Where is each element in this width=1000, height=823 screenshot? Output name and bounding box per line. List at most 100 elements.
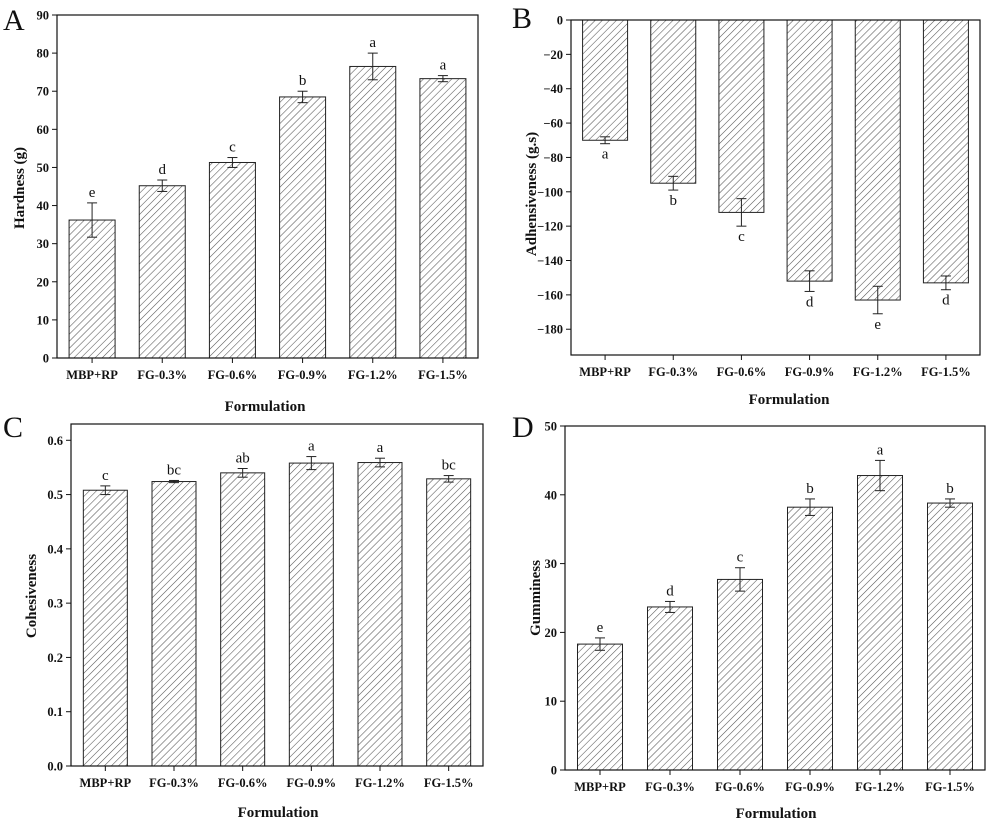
category-label: FG-0.6%: [208, 368, 258, 382]
category-label: FG-0.3%: [648, 365, 698, 379]
significance-label: d: [666, 583, 674, 599]
category-label: FG-1.2%: [348, 368, 398, 382]
category-label: FG-1.2%: [355, 776, 405, 790]
y-tick-label: 0.5: [47, 488, 63, 502]
y-tick-label: 30: [37, 237, 50, 251]
significance-label: d: [806, 294, 814, 310]
category-label: FG-0.9%: [287, 776, 337, 790]
x-axis-title: Formulation: [749, 392, 830, 408]
category-label: FG-1.2%: [853, 365, 903, 379]
category-label: FG-0.3%: [149, 776, 199, 790]
significance-label: a: [369, 35, 376, 51]
y-tick-label: −180: [537, 323, 563, 337]
y-tick-label: 0.3: [47, 597, 63, 611]
y-axis-title: Adhensiveness (g.s): [524, 132, 540, 256]
y-tick-label: 0.0: [47, 760, 63, 774]
bar: [718, 19, 765, 213]
significance-label: d: [942, 293, 950, 309]
plot-area: 0.0 0.1 0.2 0.3 0.4 0.5 0.6 c MBP+RP bc FG-0.3% ab F…: [47, 423, 484, 790]
axes-frame: [564, 425, 986, 771]
axes-frame: [56, 14, 479, 359]
y-axis-title: Gumminess: [528, 560, 544, 636]
category-label: FG-0.9%: [785, 365, 835, 379]
bar: [787, 506, 833, 771]
significance-label: ab: [236, 451, 250, 467]
panel-letter: C: [3, 411, 23, 444]
bar: [927, 502, 973, 771]
bar: [357, 462, 403, 767]
y-tick-label: 0.6: [47, 434, 63, 448]
y-tick-label: 40: [545, 488, 558, 502]
bar: [582, 19, 629, 141]
category-label: FG-0.6%: [717, 365, 767, 379]
category-label: FG-1.5%: [418, 368, 468, 382]
y-tick-label: 0.2: [47, 651, 63, 665]
y-tick-label: −60: [543, 117, 563, 131]
category-label: MBP+RP: [574, 780, 626, 794]
y-tick-label: 0: [551, 764, 557, 778]
significance-label: e: [597, 620, 604, 636]
significance-label: c: [738, 229, 745, 245]
y-tick-label: 80: [37, 47, 50, 61]
significance-label: bc: [442, 458, 457, 474]
y-tick-label: −160: [537, 288, 563, 302]
y-tick-label: 10: [37, 313, 50, 327]
x-axis-title: Formulation: [225, 399, 306, 415]
significance-label: e: [89, 185, 96, 201]
bar: [208, 161, 256, 359]
panel-a: A 0 10 20 30 40 50 60 70 80 90 e MBP+RP d FG-0.3% c FG-…: [3, 4, 479, 415]
significance-label: b: [299, 73, 307, 89]
panel-d: D 0 10 20 30 40 50 e MBP+RP d FG-0.3% c FG-0.6% b FG-…: [512, 411, 986, 822]
category-label: FG-0.3%: [137, 368, 187, 382]
plot-area: 0 10 20 30 40 50 e MBP+RP d FG-0.3% c FG-0.6% b FG-0.…: [545, 420, 986, 794]
category-label: FG-0.9%: [785, 780, 835, 794]
y-tick-label: −120: [537, 220, 563, 234]
axes-frame: [570, 19, 981, 356]
category-label: MBP+RP: [66, 368, 118, 382]
significance-label: a: [440, 58, 447, 74]
y-tick-label: 30: [545, 557, 558, 571]
plot-area: 0 10 20 30 40 50 60 70 80 90 e MBP+RP d FG-0.3% c FG-0.…: [37, 9, 479, 382]
significance-label: bc: [167, 462, 182, 478]
y-tick-label: 90: [37, 9, 50, 23]
y-tick-label: 50: [545, 420, 558, 434]
bar: [279, 96, 327, 359]
bar: [419, 78, 467, 359]
bar: [220, 472, 266, 767]
y-axis-title: Cohesiveness: [24, 554, 40, 638]
y-tick-label: 70: [37, 85, 50, 99]
panel-letter: A: [3, 4, 25, 37]
bar: [650, 19, 697, 184]
y-tick-label: 20: [545, 626, 558, 640]
y-tick-label: 0: [557, 14, 563, 28]
y-tick-label: 0: [43, 352, 49, 366]
bar: [854, 19, 901, 301]
significance-label: b: [806, 481, 814, 497]
y-tick-label: −20: [543, 48, 563, 62]
y-tick-label: −140: [537, 254, 563, 268]
bar: [426, 478, 472, 767]
y-tick-label: 50: [37, 161, 50, 175]
bar: [857, 475, 903, 771]
bar: [288, 462, 334, 767]
panel-b: B 0 −20 −40 −60 −80 −100 −120 −140 −160 −180 a MBP+…: [512, 2, 981, 408]
significance-label: b: [946, 481, 954, 497]
significance-label: a: [602, 147, 609, 163]
bar: [922, 19, 969, 284]
bar: [138, 185, 186, 359]
y-tick-label: 60: [37, 123, 50, 137]
bar: [151, 481, 197, 767]
y-tick-label: 0.1: [47, 705, 63, 719]
y-tick-label: 10: [545, 695, 558, 709]
category-label: FG-0.6%: [715, 780, 765, 794]
y-tick-label: −100: [537, 185, 563, 199]
bar: [577, 643, 623, 771]
significance-label: b: [670, 193, 678, 209]
significance-label: c: [229, 140, 236, 156]
y-tick-label: −40: [543, 82, 563, 96]
x-axis-title: Formulation: [736, 806, 817, 822]
bar: [68, 219, 116, 359]
category-label: FG-0.6%: [218, 776, 268, 790]
y-tick-label: −80: [543, 151, 563, 165]
